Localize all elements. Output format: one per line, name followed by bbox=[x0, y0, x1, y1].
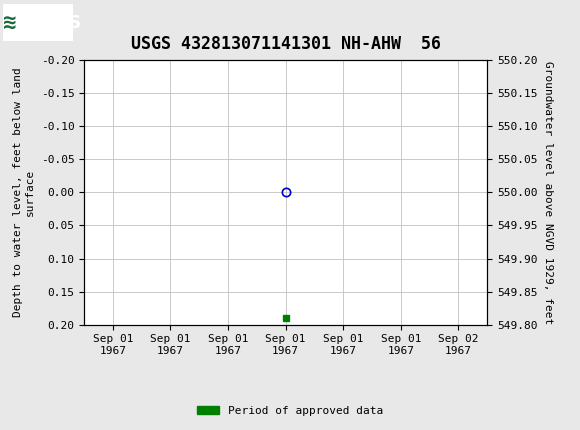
FancyBboxPatch shape bbox=[3, 3, 72, 41]
Y-axis label: Depth to water level, feet below land
surface: Depth to water level, feet below land su… bbox=[13, 68, 35, 317]
Title: USGS 432813071141301 NH-AHW  56: USGS 432813071141301 NH-AHW 56 bbox=[130, 35, 441, 53]
Text: ≋: ≋ bbox=[3, 12, 16, 33]
Y-axis label: Groundwater level above NGVD 1929, feet: Groundwater level above NGVD 1929, feet bbox=[543, 61, 553, 324]
Text: USGS: USGS bbox=[26, 14, 81, 31]
Legend: Period of approved data: Period of approved data bbox=[193, 401, 387, 420]
